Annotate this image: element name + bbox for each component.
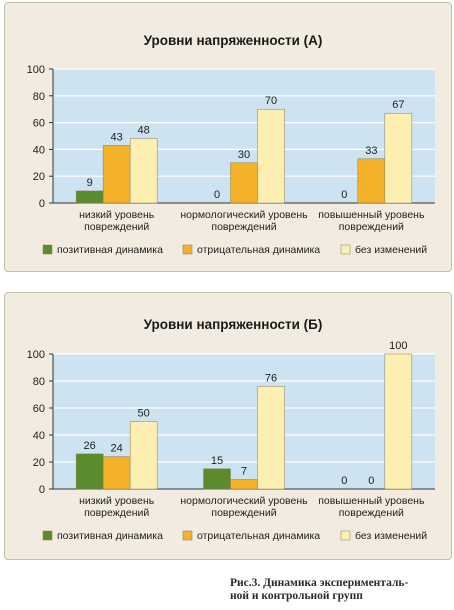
legend-label: позитивная динамика	[57, 244, 163, 256]
bar	[230, 162, 258, 204]
bar-chart-b: Уровни напряженности (Б) 0 20 40 60 80 100 26 24…	[27, 317, 435, 542]
legend-label: без изменений	[355, 530, 427, 542]
y-tick-label: 100	[27, 349, 45, 361]
bar-value-label: 7	[241, 466, 247, 478]
y-tick-label: 60	[33, 118, 45, 130]
bar-chart-a: Уровни напряженности (А) 0 20 40 60 80 100 9 43 4…	[27, 33, 435, 256]
bar-value-label: 9	[87, 177, 93, 189]
chart-panel-b: Уровни напряженности (Б) 0 20 40 60 80 100 26 24…	[4, 292, 452, 560]
bar-value-label: 50	[138, 408, 150, 420]
bar-value-label: 15	[211, 455, 223, 467]
bar-value-label: 43	[111, 131, 123, 143]
y-tick-label: 60	[33, 403, 45, 415]
x-category-label: повреждений	[211, 221, 276, 233]
legend-label: позитивная динамика	[57, 530, 163, 542]
bar	[357, 158, 386, 204]
bar	[203, 468, 231, 490]
caption-line-1: Рис.3. Динамика эксперименталь-	[230, 577, 409, 589]
bar-value-label: 30	[238, 149, 250, 161]
bar	[230, 479, 258, 490]
bar	[102, 145, 131, 204]
legend-label: отрицательная динамика	[197, 244, 320, 256]
bar-value-label: 48	[138, 125, 150, 137]
y-tick-label: 40	[33, 144, 45, 156]
y-tick-label: 80	[33, 376, 45, 388]
legend-swatch	[340, 530, 351, 541]
bar-value-label: 24	[111, 443, 123, 455]
bar	[384, 112, 413, 204]
chart-panel-a: Уровни напряженности (А) 0 20 40 60 80 100 9 43 4…	[4, 2, 452, 272]
y-tick-label: 80	[33, 91, 45, 103]
bar-value-label: 0	[368, 475, 374, 487]
x-category-label: повреждений	[339, 507, 404, 519]
x-category-label: нормологический уровень	[180, 495, 308, 507]
figure-caption: Рис.3. Динамика эксперименталь- ной и ко…	[230, 577, 408, 603]
bar	[129, 421, 158, 490]
x-category-label: низкий уровень	[79, 209, 155, 221]
chart-title: Уровни напряженности (Б)	[144, 317, 323, 332]
bar-value-label: 76	[265, 372, 277, 384]
x-category-label: повреждений	[339, 221, 404, 233]
bar-value-label: 0	[341, 189, 347, 201]
bar	[129, 138, 158, 204]
x-category-label: повреждений	[84, 221, 149, 233]
bar-value-label: 0	[341, 475, 347, 487]
y-tick-label: 20	[33, 457, 45, 469]
x-category-label: повышенный уровень	[318, 495, 425, 507]
legend-label: отрицательная динамика	[197, 530, 320, 542]
y-tick-label: 40	[33, 430, 45, 442]
bar-value-label: 70	[265, 95, 277, 107]
y-tick-label: 20	[33, 171, 45, 183]
legend-swatch	[42, 530, 53, 541]
caption-line-2: ной и контрольной групп	[230, 590, 363, 602]
bar-value-label: 26	[84, 440, 96, 452]
legend-swatch	[340, 244, 351, 255]
legend-swatch	[42, 244, 53, 255]
bar	[75, 453, 104, 490]
y-tick-label: 0	[39, 198, 45, 210]
x-category-label: нормологический уровень	[180, 209, 308, 221]
x-category-label: повреждений	[84, 507, 149, 519]
x-category-label: повышенный уровень	[318, 209, 425, 221]
legend-swatch	[182, 244, 193, 255]
bar	[257, 108, 285, 204]
bar-value-label: 0	[214, 189, 220, 201]
bar	[384, 353, 413, 490]
x-category-label: повреждений	[211, 507, 276, 519]
bar-value-label: 67	[392, 99, 404, 111]
chart-title: Уровни напряженности (А)	[144, 33, 323, 48]
y-tick-label: 0	[39, 484, 45, 496]
legend-swatch	[182, 530, 193, 541]
x-category-label: низкий уровень	[79, 495, 155, 507]
bar	[75, 190, 104, 204]
legend-label: без изменений	[355, 244, 427, 256]
bar-value-label: 100	[389, 340, 407, 352]
y-tick-label: 100	[27, 64, 45, 76]
bar	[257, 386, 285, 490]
bar	[102, 456, 131, 490]
bar-value-label: 33	[365, 145, 377, 157]
